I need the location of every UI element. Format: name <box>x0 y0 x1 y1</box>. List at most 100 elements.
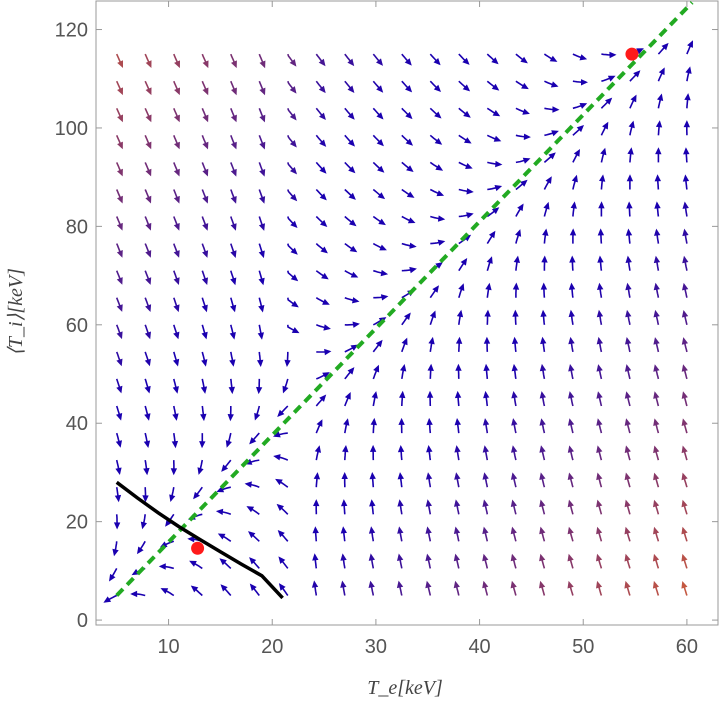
stream-arrowhead <box>625 337 632 345</box>
stream-arrowhead <box>290 193 298 202</box>
x-axis-label: T_e[keV] <box>367 677 443 699</box>
stream-arrowhead <box>522 108 530 115</box>
stream-arrowhead <box>596 309 604 318</box>
stream-arrowhead <box>145 87 152 96</box>
stream-arrowhead <box>289 140 297 148</box>
stream-arrowhead <box>397 472 404 480</box>
stream-arrowhead <box>380 294 389 301</box>
stream-arrowhead <box>145 250 152 258</box>
stream-arrowhead <box>405 111 413 120</box>
stream-arrowhead <box>160 588 169 594</box>
stream-arrowhead <box>463 110 471 118</box>
stream-arrowhead <box>462 84 471 92</box>
y-axis-label: ⟨T_i⟩[keV] <box>5 268 27 356</box>
stream-arrowhead <box>485 282 492 291</box>
stream-arrowhead <box>653 499 660 508</box>
stream-arrowhead <box>510 472 518 480</box>
stream-arrowhead <box>318 58 326 67</box>
stream-arrowhead <box>352 321 360 328</box>
stream-arrowhead <box>433 84 441 92</box>
stream-arrowhead <box>520 179 528 187</box>
stream-arrowhead <box>257 332 264 340</box>
stream-arrowhead <box>569 255 576 263</box>
stream-arrowhead <box>145 60 152 68</box>
stream-arrowhead <box>258 277 265 286</box>
stream-arrowhead <box>576 125 584 133</box>
stream-arrowhead <box>567 526 574 535</box>
y-ticks: 0 20 40 60 80 100 120 <box>55 20 718 632</box>
stream-arrowhead <box>539 418 546 426</box>
stream-arrowhead <box>425 499 432 507</box>
stream-arrowhead <box>371 391 378 399</box>
stream-arrowhead <box>290 167 297 175</box>
stream-arrowhead <box>379 244 387 251</box>
stream-arrowhead <box>322 298 330 305</box>
stream-arrowhead <box>624 391 631 399</box>
stream-arrowhead <box>482 445 489 453</box>
stream-arrowhead <box>259 114 266 123</box>
stream-arrowhead <box>321 272 329 280</box>
stream-arrowhead <box>541 255 548 263</box>
stream-arrowhead <box>230 304 237 313</box>
stream-arrowhead <box>596 580 603 589</box>
stream-arrowhead <box>625 228 633 236</box>
stream-arrowhead <box>654 174 661 182</box>
stream-arrowhead <box>454 418 461 426</box>
stream-arrowhead <box>259 196 266 204</box>
stream-arrowhead <box>116 222 123 231</box>
stream-arrowhead <box>259 169 266 177</box>
stream-arrowhead <box>653 418 660 426</box>
stream-arrowhead <box>320 246 328 254</box>
stream-arrowhead <box>340 580 347 588</box>
stream-arrowhead <box>278 583 286 591</box>
stream-arrowhead <box>201 304 208 313</box>
stream-arrowhead <box>230 250 237 258</box>
stream-arrowhead <box>169 494 176 502</box>
stream-arrowhead <box>435 262 443 269</box>
stream-arrowhead <box>117 87 123 96</box>
y-tick-label: 40 <box>66 413 88 435</box>
stream-arrowhead <box>116 277 123 285</box>
stream-arrowhead <box>277 530 285 538</box>
x-tick-label: 20 <box>261 636 283 658</box>
stream-arrowhead <box>425 472 433 480</box>
stream-arrowhead <box>115 440 122 448</box>
stream-arrowhead <box>130 590 138 598</box>
stream-arrowhead <box>652 580 659 589</box>
stream-arrowhead <box>624 445 631 453</box>
stream-arrowhead <box>314 445 321 453</box>
stream-arrowhead <box>681 337 688 345</box>
stream-arrowhead <box>596 553 603 562</box>
stream-arrowhead <box>633 70 641 78</box>
stream-arrowhead <box>511 336 519 344</box>
stream-arrowhead <box>348 192 356 200</box>
y-tick-label: 100 <box>55 118 88 140</box>
stream-arrowhead <box>596 499 603 508</box>
stream-arrowhead <box>377 192 386 200</box>
stream-arrowhead <box>144 358 151 367</box>
stream-arrowhead <box>571 174 578 183</box>
stream-arrowhead <box>540 282 548 290</box>
stream-arrowhead <box>552 106 560 113</box>
x-tick-label: 30 <box>365 636 387 658</box>
stream-arrowhead <box>373 364 380 373</box>
stream-arrowhead <box>681 445 688 454</box>
boundary-curve <box>115 480 284 600</box>
x-tick-label: 60 <box>676 636 698 658</box>
stream-arrowhead <box>201 277 208 285</box>
x-ticks: 10 20 30 40 50 60 <box>157 1 698 658</box>
stream-arrowhead <box>435 164 444 171</box>
stream-arrowhead <box>112 548 119 557</box>
y-tick-label: 20 <box>66 512 88 534</box>
stream-arrowhead <box>231 60 237 69</box>
stream-arrowhead <box>249 557 257 565</box>
stream-arrowhead <box>492 110 501 117</box>
stream-arrowhead <box>117 141 123 150</box>
stream-arrowhead <box>347 58 355 67</box>
stream-arrowhead <box>145 141 152 150</box>
stream-arrowhead <box>144 385 151 394</box>
stream-arrowhead <box>116 331 123 340</box>
stream-arrowhead <box>624 580 631 589</box>
stream-arrowhead <box>173 331 180 340</box>
